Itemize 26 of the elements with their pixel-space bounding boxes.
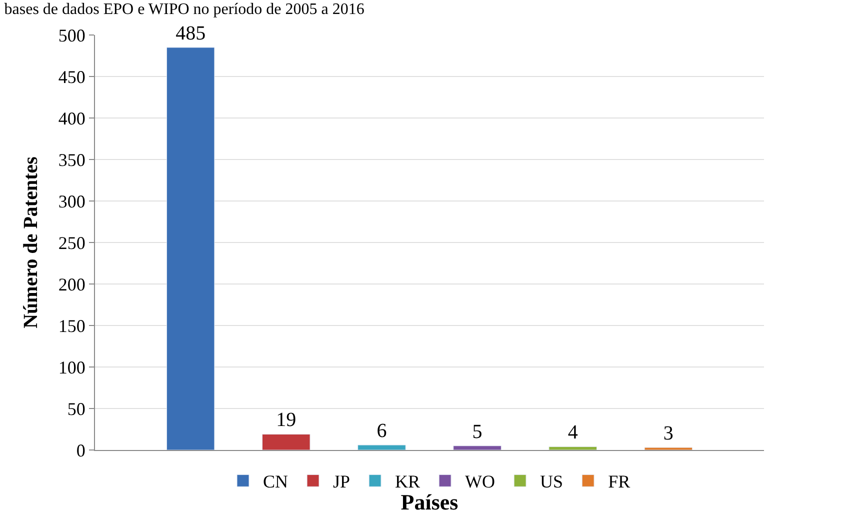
legend-label: US: [540, 472, 564, 492]
y-tick-label: 400: [58, 108, 86, 128]
data-label: 19: [276, 409, 296, 432]
chart-title: bases de dados EPO e WIPO no período de 2005 a 2016: [4, 0, 364, 18]
legend-label: CN: [263, 472, 288, 492]
data-label: 485: [176, 22, 206, 44]
y-tick-label: 200: [58, 274, 86, 294]
y-tick-label: 250: [58, 232, 86, 253]
y-tick-label: 150: [58, 316, 86, 336]
y-tick-label: 300: [58, 191, 86, 212]
data-label: 6: [376, 420, 387, 442]
data-label: 3: [663, 422, 674, 445]
y-tick-label: 350: [58, 150, 86, 170]
y-axis-title: Número de Patentes: [20, 156, 42, 328]
legend-label: JP: [333, 472, 350, 492]
y-tick-label: 100: [58, 357, 86, 378]
y-tick-label: 450: [58, 66, 86, 87]
y-tick-label: 500: [58, 25, 86, 46]
x-axis-title: Países: [400, 490, 459, 514]
data-label: 5: [472, 420, 482, 443]
data-label: 4: [568, 422, 578, 444]
legend-label: KR: [395, 472, 420, 492]
legend-label: WO: [465, 472, 496, 492]
y-tick-label: 0: [76, 440, 86, 460]
y-tick-label: 50: [67, 398, 86, 419]
legend-label: FR: [608, 472, 630, 492]
